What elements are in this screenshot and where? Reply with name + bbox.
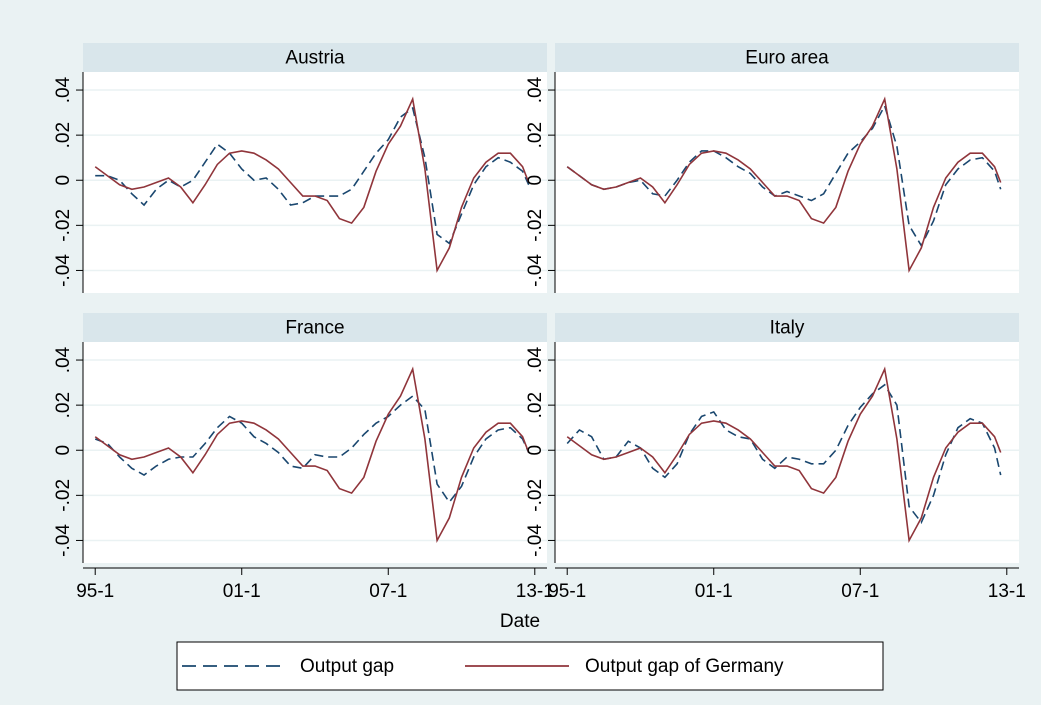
y-tick-label: -.04 (53, 254, 74, 287)
y-tick-label: -.02 (525, 479, 546, 512)
series-line (94, 366, 530, 544)
y-tick-label: .04 (53, 346, 74, 373)
x-tick-label: 07-1 (841, 581, 879, 602)
x-tick-label: 01-1 (695, 581, 733, 602)
y-tick-label: -.02 (53, 209, 74, 242)
y-tick-label: .02 (53, 122, 74, 148)
legend-label: Output gap of Germany (585, 656, 784, 677)
series-line (94, 395, 530, 504)
series-line (95, 106, 530, 245)
x-tick-label: 01-1 (223, 581, 261, 602)
y-tick-label: 0 (525, 175, 546, 186)
y-tick-label: .04 (53, 76, 74, 103)
panel-header (555, 43, 1019, 72)
y-tick-label: 0 (53, 445, 74, 456)
y-tick-label: -.04 (525, 254, 546, 287)
y-tick-label: -.02 (53, 479, 74, 512)
panel-title: Austria (285, 48, 345, 69)
y-tick-label: .04 (525, 346, 546, 373)
y-tick-label: .02 (525, 122, 546, 148)
y-tick-label: .02 (525, 392, 546, 418)
series-line (566, 366, 1002, 544)
y-tick-label: .04 (525, 76, 546, 103)
x-tick-label: 95-1 (548, 581, 586, 602)
y-tick-label: -.04 (53, 524, 74, 557)
legend-label: Output gap (300, 656, 394, 677)
x-tick-label: 13-1 (516, 581, 554, 602)
plot-area (83, 342, 547, 563)
x-tick-label: 07-1 (369, 581, 407, 602)
series-line (566, 103, 1002, 248)
plot-area (555, 342, 1019, 563)
panel-header (555, 313, 1019, 342)
panel-header (83, 313, 547, 342)
series-line (566, 96, 1002, 274)
y-tick-label: -.04 (525, 524, 546, 557)
y-tick-label: 0 (53, 175, 74, 186)
y-tick-label: -.02 (525, 209, 546, 242)
panel-title: France (285, 318, 344, 339)
y-tick-label: .02 (53, 392, 74, 418)
x-tick-label: 13-1 (988, 581, 1026, 602)
y-tick-label: 0 (525, 445, 546, 456)
panel-title: Euro area (745, 48, 829, 69)
x-tick-label: 95-1 (76, 581, 114, 602)
plot-area (83, 72, 547, 293)
plot-area (555, 72, 1019, 293)
panel-header (83, 43, 547, 72)
x-axis-label: Date (500, 611, 540, 632)
panel-title: Italy (770, 318, 805, 339)
series-line (94, 96, 530, 274)
